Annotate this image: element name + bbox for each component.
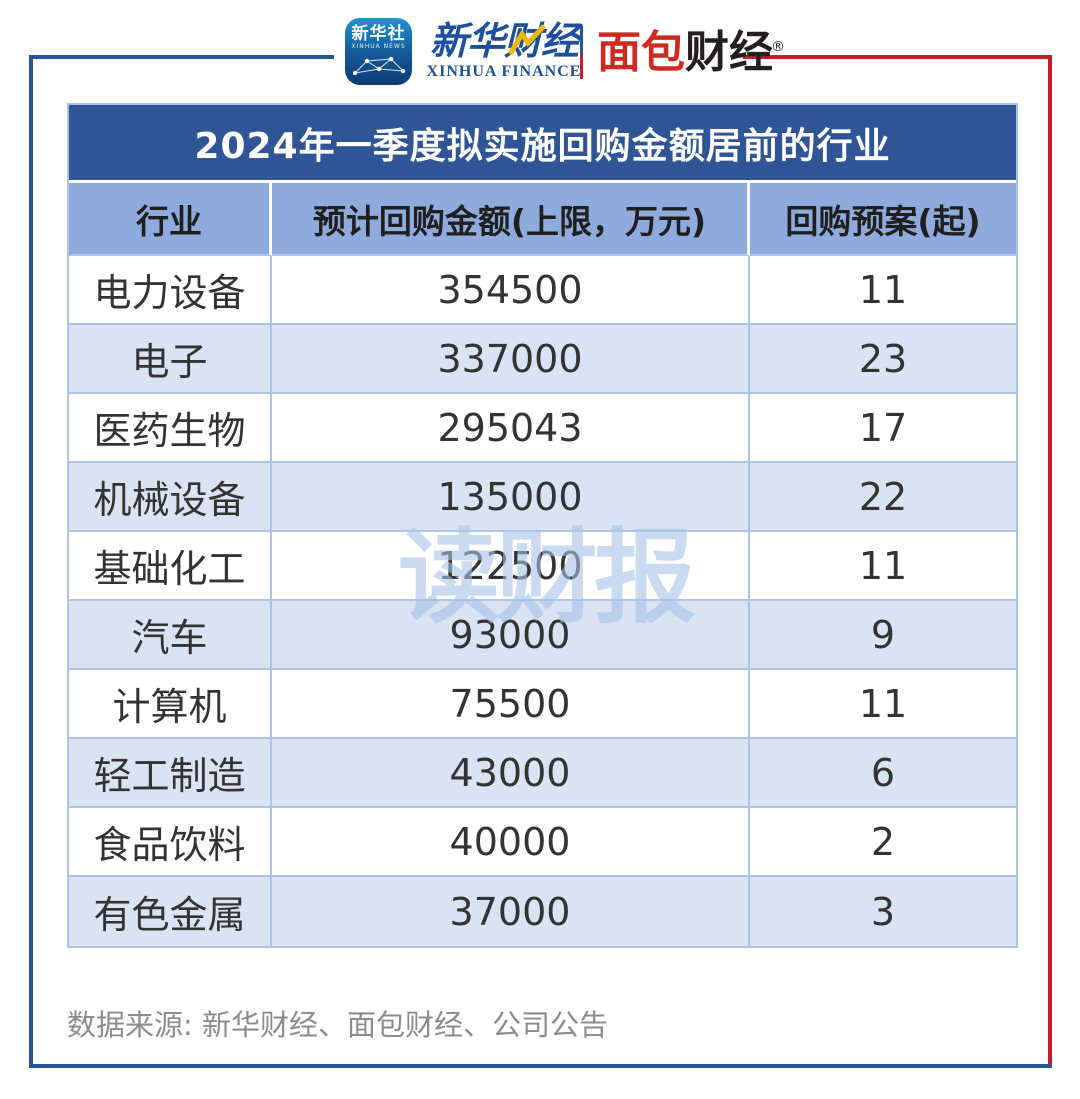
industry-cell: 机械设备: [69, 463, 272, 532]
amount-cell: 122500: [272, 532, 750, 601]
frame-right-line: [1048, 55, 1052, 1068]
count-cell: 22: [750, 463, 1017, 532]
xinhua-news-app-icon: 新华社 XINHUA NEWS: [345, 18, 412, 85]
table-row: 电力设备 354500 11: [69, 256, 1017, 325]
count-cell: 6: [750, 739, 1017, 808]
table-row: 计算机 75500 11: [69, 670, 1017, 739]
amount-cell: 93000: [272, 601, 750, 670]
brand-divider-line: [580, 26, 583, 79]
xinhua-finance-logo: 新华财经 XINHUA FINANCE: [424, 20, 584, 82]
count-cell: 3: [750, 877, 1017, 946]
table-row: 电子 337000 23: [69, 325, 1017, 394]
bread-finance-black-label: 财经: [685, 27, 773, 78]
table-row: 有色金属 37000 3: [69, 877, 1017, 946]
registered-trademark-icon: ®: [771, 39, 785, 55]
table-title-row: 2024年一季度拟实施回购金额居前的行业: [69, 105, 1017, 183]
industry-cell: 汽车: [69, 601, 272, 670]
brand-header: 新华社 XINHUA NEWS 新华财经 XINHUA FINANCE: [0, 0, 1080, 100]
table-row: 汽车 93000 9: [69, 601, 1017, 670]
count-cell: 2: [750, 808, 1017, 877]
industry-cell: 轻工制造: [69, 739, 272, 808]
bread-finance-logo: 面包财经®: [597, 28, 787, 78]
industry-cell: 电力设备: [69, 256, 272, 325]
data-source-note: 数据来源: 新华财经、面包财经、公司公告: [67, 1008, 608, 1042]
industry-cell: 有色金属: [69, 877, 272, 946]
frame-left-line: [29, 55, 33, 1068]
industry-cell: 医药生物: [69, 394, 272, 463]
xinhua-icon-cn-label: 新华社: [351, 24, 406, 44]
count-cell: 11: [750, 670, 1017, 739]
column-header-industry: 行业: [69, 183, 272, 256]
table-row: 机械设备 135000 22: [69, 463, 1017, 532]
buyback-table: 2024年一季度拟实施回购金额居前的行业 行业 预计回购金额(上限，万元) 回购…: [67, 103, 1019, 948]
industry-cell: 计算机: [69, 670, 272, 739]
xinhua-icon-en-label: XINHUA NEWS: [351, 43, 406, 50]
frame-top-right-line: [743, 55, 1052, 59]
amount-cell: 295043: [272, 394, 750, 463]
count-cell: 17: [750, 394, 1017, 463]
table-row: 轻工制造 43000 6: [69, 739, 1017, 808]
count-cell: 23: [750, 325, 1017, 394]
table-row: 医药生物 295043 17: [69, 394, 1017, 463]
column-header-count: 回购预案(起): [750, 183, 1017, 256]
bread-finance-red-label: 面包: [597, 27, 685, 78]
table-row: 基础化工 122500 11: [69, 532, 1017, 601]
network-pattern-icon: [352, 56, 405, 76]
amount-cell: 354500: [272, 256, 750, 325]
count-cell: 11: [750, 256, 1017, 325]
xinhua-finance-en-label: XINHUA FINANCE: [426, 63, 582, 80]
table-row: 食品饮料 40000 2: [69, 808, 1017, 877]
table-body: 电力设备 354500 11 电子 337000 23 医药生物 295043 17 机械设备 13…: [69, 256, 1017, 946]
column-header-amount: 预计回购金额(上限，万元): [272, 183, 750, 256]
amount-cell: 43000: [272, 739, 750, 808]
industry-cell: 食品饮料: [69, 808, 272, 877]
industry-cell: 电子: [69, 325, 272, 394]
table-header-row: 行业 预计回购金额(上限，万元) 回购预案(起): [69, 183, 1017, 256]
table-title: 2024年一季度拟实施回购金额居前的行业: [69, 105, 1017, 183]
amount-cell: 40000: [272, 808, 750, 877]
amount-cell: 337000: [272, 325, 750, 394]
count-cell: 11: [750, 532, 1017, 601]
amount-cell: 75500: [272, 670, 750, 739]
count-cell: 9: [750, 601, 1017, 670]
amount-cell: 135000: [272, 463, 750, 532]
amount-cell: 37000: [272, 877, 750, 946]
industry-cell: 基础化工: [69, 532, 272, 601]
frame-bottom-line: [29, 1064, 1052, 1068]
xinhua-finance-cn-label: 新华财经: [429, 19, 579, 63]
frame-top-left-line: [29, 55, 334, 59]
